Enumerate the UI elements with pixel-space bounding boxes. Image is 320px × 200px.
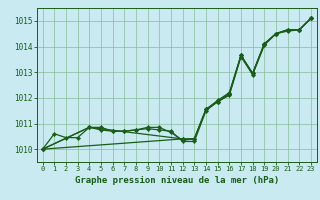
- X-axis label: Graphe pression niveau de la mer (hPa): Graphe pression niveau de la mer (hPa): [75, 176, 279, 185]
